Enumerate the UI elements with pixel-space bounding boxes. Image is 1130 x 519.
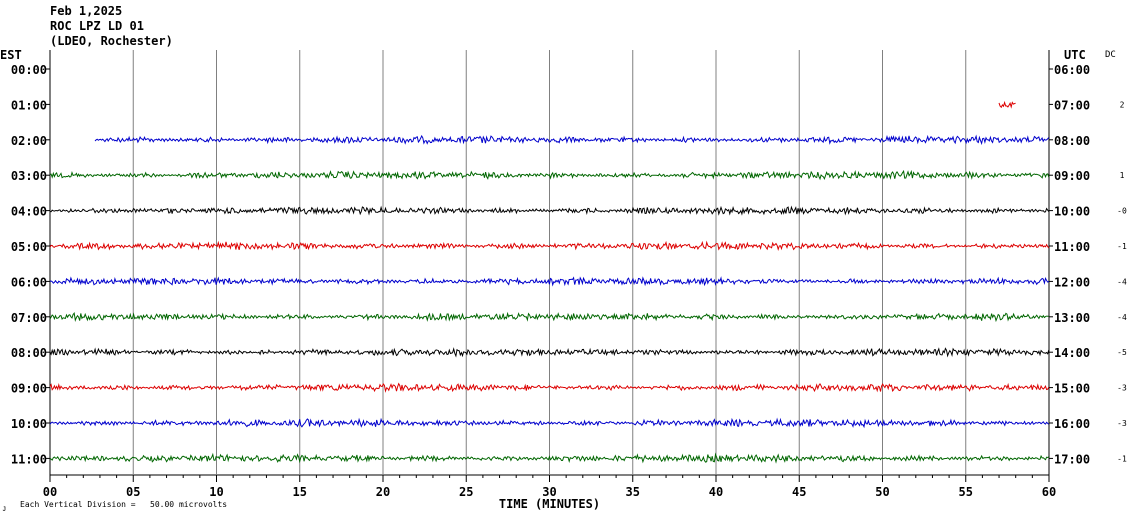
dc-value: -5 [1117, 348, 1127, 357]
x-tick-label-45: 45 [792, 485, 806, 499]
x-tick-label-40: 40 [709, 485, 723, 499]
dc-value: -3 [1117, 419, 1127, 428]
utc-label-10:00: 10:00 [1054, 205, 1090, 219]
est-label-09:00: 09:00 [11, 382, 47, 396]
x-tick-label-30: 30 [542, 485, 556, 499]
trace-14:00 [49, 347, 1050, 358]
est-label-07:00: 07:00 [11, 311, 47, 325]
x-axis-label: TIME (MINUTES) [499, 497, 600, 511]
trace-17:00 [49, 452, 1050, 464]
scale-note: Each Vertical Division = 50.00 microvolt… [20, 500, 228, 509]
logo-mark: ᴊ [2, 504, 7, 513]
dc-value: 2 [1120, 100, 1125, 109]
trace-13:00 [49, 311, 1049, 323]
x-tick-label-05: 05 [126, 485, 140, 499]
utc-label-11:00: 11:00 [1054, 240, 1090, 254]
header-station: ROC LPZ LD 01 [50, 19, 144, 33]
est-label-01:00: 01:00 [11, 98, 47, 112]
trace-15:00 [49, 382, 1050, 393]
x-tick-label-35: 35 [626, 485, 640, 499]
utc-label-13:00: 13:00 [1054, 311, 1090, 325]
utc-label-15:00: 15:00 [1054, 382, 1090, 396]
est-label-10:00: 10:00 [11, 417, 47, 431]
x-tick-label-15: 15 [293, 485, 307, 499]
utc-label-06:00: 06:00 [1054, 63, 1090, 77]
dc-value: -0 [1117, 207, 1127, 216]
x-tick-label-20: 20 [376, 485, 390, 499]
utc-label-16:00: 16:00 [1054, 417, 1090, 431]
est-label-00:00: 00:00 [11, 63, 47, 77]
utc-label-17:00: 17:00 [1054, 452, 1090, 466]
est-label-06:00: 06:00 [11, 275, 47, 289]
utc-label-07:00: 07:00 [1054, 98, 1090, 112]
trace-12:00 [49, 276, 1050, 287]
x-tick-label-50: 50 [875, 485, 889, 499]
dc-label: DC [1105, 50, 1116, 60]
utc-label-12:00: 12:00 [1054, 275, 1090, 289]
x-tick-label-25: 25 [459, 485, 473, 499]
trace-09:00 [49, 169, 1050, 181]
dc-value: -3 [1117, 384, 1127, 393]
dc-value: -4 [1117, 313, 1127, 322]
dc-value: 1 [1120, 171, 1125, 180]
header-network: (LDEO, Rochester) [50, 34, 173, 48]
x-tick-label-10: 10 [209, 485, 223, 499]
trace-16:00 [49, 417, 1050, 429]
dc-value: -1 [1117, 454, 1127, 463]
trace-08:00 [94, 134, 1050, 146]
trace-10:00 [49, 205, 1050, 216]
header-date: Feb 1,2025 [50, 4, 123, 18]
est-label-03:00: 03:00 [11, 169, 47, 183]
utc-axis-label: UTC [1064, 48, 1086, 62]
x-tick-label-00: 00 [43, 485, 57, 499]
est-axis-label: EST [0, 48, 22, 62]
est-label-11:00: 11:00 [11, 452, 47, 466]
x-tick-label-60: 60 [1042, 485, 1056, 499]
utc-label-08:00: 08:00 [1054, 134, 1090, 148]
est-label-05:00: 05:00 [11, 240, 47, 254]
est-label-08:00: 08:00 [11, 346, 47, 360]
utc-label-14:00: 14:00 [1054, 346, 1090, 360]
dc-value: -1 [1117, 242, 1127, 251]
est-label-02:00: 02:00 [11, 134, 47, 148]
utc-label-09:00: 09:00 [1054, 169, 1090, 183]
trace-07:00 [998, 100, 1016, 109]
trace-11:00 [49, 240, 1050, 252]
est-label-04:00: 04:00 [11, 205, 47, 219]
dc-value: -4 [1117, 277, 1127, 286]
x-tick-label-55: 55 [959, 485, 973, 499]
